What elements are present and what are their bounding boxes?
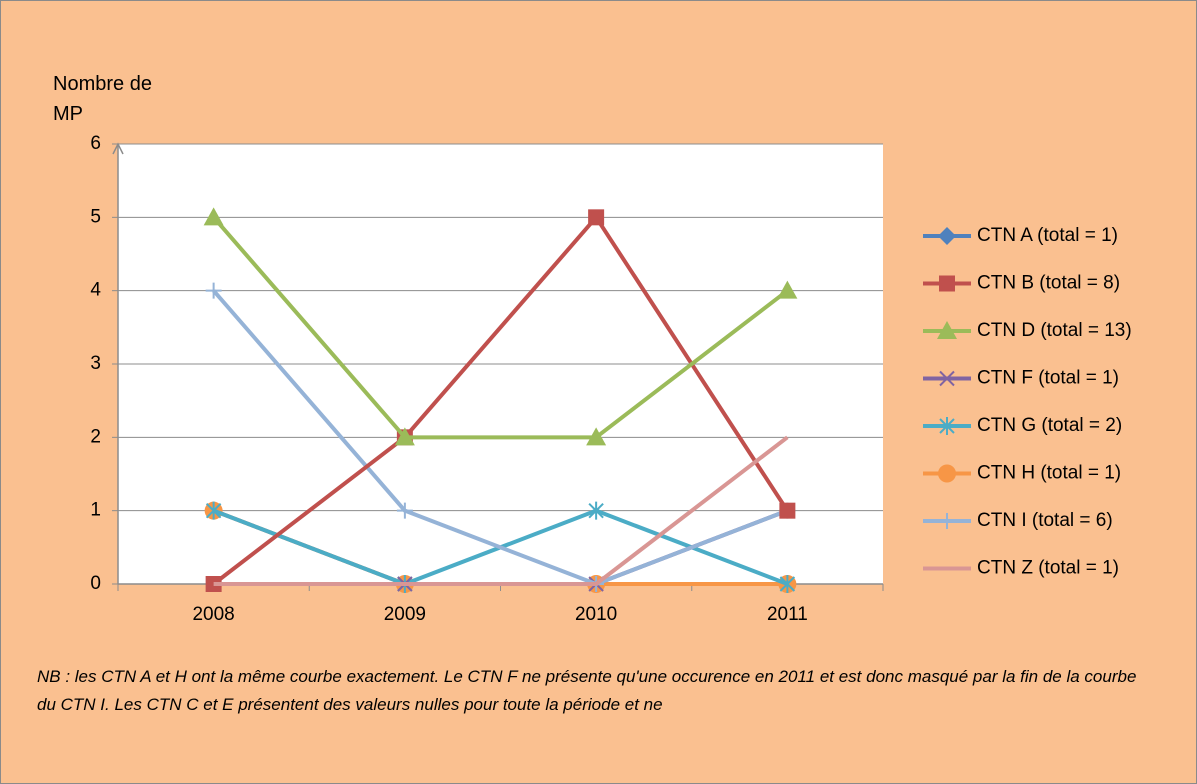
marker [779,502,796,519]
x-tick-label: 2010 [575,604,617,625]
marker [205,501,222,520]
marker [588,501,604,520]
legend-label: CTN I (total = 6) [977,510,1113,531]
x-tick-label: 2008 [192,604,234,625]
marker [939,275,955,292]
marker [203,207,224,226]
y-tick-label: 6 [90,133,101,154]
series-line [212,216,789,440]
x-tick-label: 2009 [384,604,426,625]
legend-label: CTN A (total = 1) [977,225,1118,246]
marker [939,370,955,387]
y-axis-label: Nombre de MP [53,73,152,125]
note: NB : les CTN A et H ont la même courbe e… [37,667,1137,714]
marker [938,227,956,245]
marker [939,417,955,435]
legend-label: CTN Z (total = 1) [977,558,1119,579]
marker [939,513,955,529]
marker [777,280,798,299]
marker [394,427,415,446]
legend-label: CTN D (total = 13) [977,320,1132,341]
marker [938,464,956,483]
legend-label: CTN H (total = 1) [977,463,1121,484]
series-line [213,435,789,586]
marker [779,575,796,593]
y-tick-label: 3 [90,353,101,374]
legend-label: CTN B (total = 8) [977,273,1120,294]
legend-label: CTN G (total = 2) [977,415,1122,436]
series-line [212,289,789,586]
y-tick-label: 4 [90,280,101,301]
marker [396,502,413,519]
marker [586,427,607,446]
marker [937,321,957,339]
y-axis-arrow [112,142,124,155]
y-tick-label: 5 [90,206,101,227]
y-tick-label: 2 [90,426,101,447]
legend-label: CTN F (total = 1) [977,368,1119,389]
x-tick-label: 2011 [767,604,808,625]
marker [588,209,605,226]
y-tick-label: 1 [90,500,101,521]
y-tick-label: 0 [90,573,101,594]
marker [205,282,222,299]
